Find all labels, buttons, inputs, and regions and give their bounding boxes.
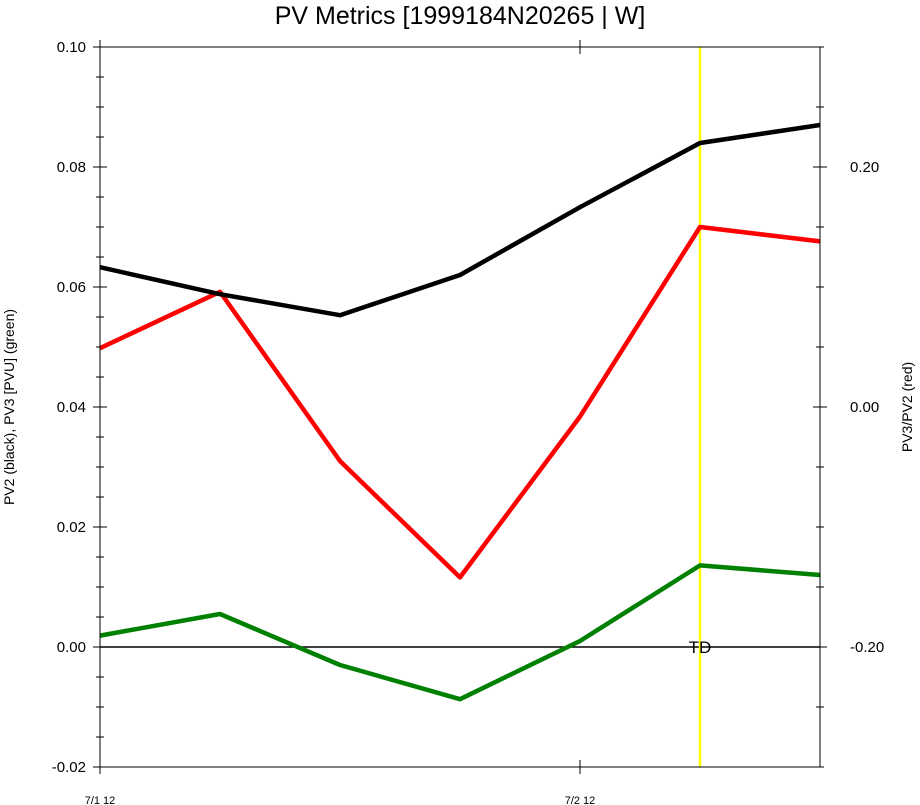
- pv-ratio-series-line: [99, 224, 821, 580]
- right-y-tick-label: 0.00: [850, 399, 879, 416]
- pv2-series-line: [99, 122, 821, 318]
- right-y-tick-label: -0.20: [850, 639, 884, 656]
- plot-frame: [99, 46, 821, 768]
- td-annotation: TD: [689, 638, 712, 657]
- right-y-tick-label: 0.20: [850, 159, 879, 176]
- left-y-tick-label: -0.02: [52, 759, 86, 776]
- chart-title: PV Metrics [1999184N20265 | W]: [275, 2, 646, 30]
- left-y-tick-label: 0.00: [57, 639, 86, 656]
- left-y-axis-label: PV2 (black), PV3 [PVU] (green): [1, 309, 17, 505]
- ticks-layer: -0.02 0.00 0.02 0.04 0.06 0.08 0.10 -0.20 0.00 0.…: [52, 39, 884, 805]
- left-y-tick-label: 0.04: [57, 399, 86, 416]
- left-y-tick-label: 0.08: [57, 159, 86, 176]
- left-y-tick-label: 0.06: [57, 279, 86, 296]
- x-tick-label: 7/1 12: [85, 795, 116, 805]
- lines-layer: [99, 47, 821, 767]
- left-y-tick-label: 0.02: [57, 519, 86, 536]
- left-y-tick-label: 0.10: [57, 39, 86, 56]
- pv3-series-line: [99, 563, 821, 702]
- x-tick-label: 7/2 12: [565, 795, 596, 805]
- right-y-axis-label: PV3/PV2 (red): [899, 362, 915, 452]
